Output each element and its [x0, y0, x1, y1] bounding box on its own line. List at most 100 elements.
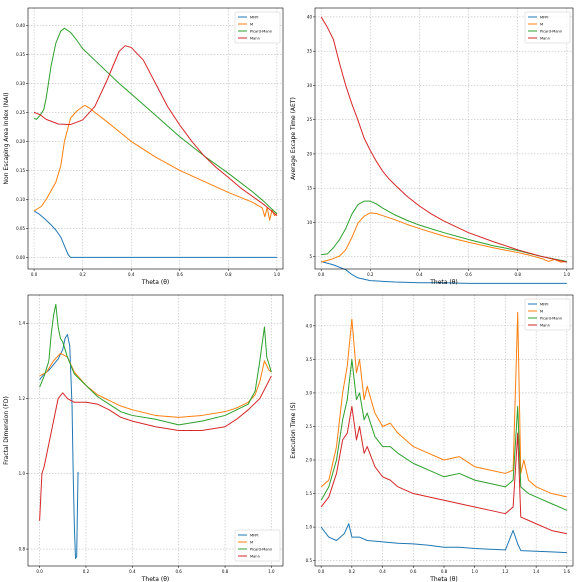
legend: MFPI M Picard-Mann Mann	[234, 529, 281, 562]
x-tick-label: 0.4	[129, 569, 136, 574]
y-tick-label: 0.15	[16, 168, 25, 173]
legend-box	[524, 298, 571, 331]
series-line-m	[321, 212, 567, 263]
y-tick-label: 3.0	[306, 390, 313, 395]
legend-label: M	[540, 309, 543, 313]
y-tick-label: 40	[307, 14, 313, 19]
legend-label: MFPI	[250, 15, 258, 19]
x-tick-label: 0.2	[367, 272, 374, 277]
x-tick-label: 0.6	[177, 272, 184, 277]
legend-box	[234, 11, 281, 44]
legend-label: Mann	[250, 36, 260, 40]
x-tick-label: 0.4	[416, 272, 423, 277]
legend-label: Mann	[540, 36, 550, 40]
x-tick-label: 0.6	[465, 272, 472, 277]
legend-box	[234, 529, 281, 562]
series-line-picard-mann	[321, 200, 567, 262]
series-line-mann	[320, 16, 567, 263]
y-tick-label: 1.2	[19, 396, 26, 401]
y-tick-label: 1.0	[306, 524, 313, 529]
x-tick-label: 0.6	[175, 569, 182, 574]
legend-label: MFPI	[540, 15, 548, 19]
legend-label: MFPI	[250, 533, 258, 537]
y-tick-label: 0.8	[19, 546, 26, 551]
legend-label: M	[250, 22, 253, 26]
x-tick-label: 0.4	[128, 272, 135, 277]
series-line-mfpi	[320, 523, 567, 554]
series-line-picard-mann	[39, 303, 272, 426]
y-tick-label: 15	[307, 186, 313, 191]
y-axis-label: Fractal Dimension (FD)	[3, 396, 10, 465]
y-tick-label: 0.5	[306, 558, 313, 563]
y-tick-label: 35	[307, 49, 313, 54]
x-tick-label: 1.0	[268, 569, 275, 574]
legend: MFPI M Picard-Mann Mann	[234, 11, 281, 44]
legend-label: MFPI	[540, 302, 548, 306]
x-axis-label: Theta (θ)	[429, 576, 457, 582]
y-tick-label: 25	[307, 117, 313, 122]
series-line-m	[320, 311, 567, 498]
series-line-mfpi	[39, 334, 79, 559]
y-tick-label: 0.40	[16, 23, 25, 28]
x-axis-label: Theta (θ)	[141, 576, 169, 582]
x-tick-label: 1.0	[564, 272, 571, 277]
y-tick-label: 3.5	[306, 357, 313, 362]
legend: MFPI M Picard-Mann Mann	[524, 11, 571, 44]
x-tick-label: 0.8	[515, 272, 522, 277]
series-line-m	[33, 104, 278, 221]
y-tick-label: 0.10	[16, 197, 25, 202]
x-tick-label: 0.2	[79, 272, 86, 277]
x-tick-label: 1.0	[472, 569, 479, 574]
y-axis-label: Execution Time (S)	[290, 402, 297, 458]
series-line-picard-mann	[320, 358, 568, 511]
x-tick-label: 0.8	[441, 569, 448, 574]
legend-label: M	[250, 540, 253, 544]
series-line-mann	[39, 375, 272, 521]
legend-box	[524, 11, 571, 44]
legend-label: Mann	[250, 554, 260, 558]
x-tick-label: 0.0	[318, 569, 325, 574]
plot-frame	[314, 7, 574, 270]
x-tick-label: 0.0	[36, 569, 43, 574]
legend-label: Picard-Mann	[540, 316, 562, 320]
legend-label: M	[540, 22, 543, 26]
y-tick-label: 1.4	[19, 321, 26, 326]
chart-panel-4: 0.0 0.2 0.4 0.6 0.8 1.0 1.2 1.4 1.6 0.5 1.0 1.5 2.0 2…	[290, 294, 574, 582]
series-line-m	[39, 352, 272, 418]
x-tick-label: 0.6	[410, 569, 417, 574]
y-tick-label: 0.35	[16, 52, 25, 57]
y-tick-label: 0.05	[16, 226, 25, 231]
x-tick-label: 0.2	[83, 569, 90, 574]
series-line-picard-mann	[33, 27, 278, 215]
y-tick-label: 0.30	[16, 81, 25, 86]
y-tick-label: 1.0	[19, 471, 26, 476]
legend-label: Picard-Mann	[540, 29, 562, 33]
y-tick-label: 0.20	[16, 139, 25, 144]
plot-frame	[27, 294, 284, 567]
x-tick-label: 1.4	[533, 569, 540, 574]
y-tick-label: 1.5	[306, 491, 313, 496]
y-tick-label: 4.0	[306, 323, 313, 328]
chart-panel-2: 0.0 0.2 0.4 0.6 0.8 1.0 5 10 15 20 25 30 35 40 Theta (…	[290, 7, 574, 286]
y-axis-label: Non Escaping Area Index (NAI)	[3, 93, 10, 185]
y-tick-label: 10	[307, 220, 313, 225]
plot-frame	[27, 7, 284, 270]
x-axis-label: Theta (θ)	[429, 279, 457, 286]
chart-panel-3: 0.0 0.2 0.4 0.6 0.8 1.0 0.8 1.0 1.2 1.4 Theta (θ) F…	[3, 294, 284, 582]
x-tick-label: 0.2	[349, 569, 356, 574]
y-tick-label: 20	[307, 151, 313, 156]
series-line-mfpi	[321, 260, 567, 284]
chart-panel-1: 0.0 0.2 0.4 0.6 0.8 1.0 0.00 0.05 0.10 0.15 0.20 0.…	[3, 7, 284, 286]
y-tick-label: 30	[307, 83, 313, 88]
series-line-mann	[33, 45, 278, 217]
x-tick-label: 1.6	[564, 569, 571, 574]
y-axis-label: Average Escape Time (AET)	[290, 97, 297, 180]
y-tick-label: 2.0	[306, 457, 313, 462]
legend-label: Picard-Mann	[250, 29, 272, 33]
x-tick-label: 0.0	[318, 272, 325, 277]
y-tick-label: 0.00	[16, 255, 25, 260]
x-tick-label: 1.2	[502, 569, 509, 574]
x-tick-label: 1.0	[274, 272, 281, 277]
y-tick-label: 2.5	[306, 424, 313, 429]
